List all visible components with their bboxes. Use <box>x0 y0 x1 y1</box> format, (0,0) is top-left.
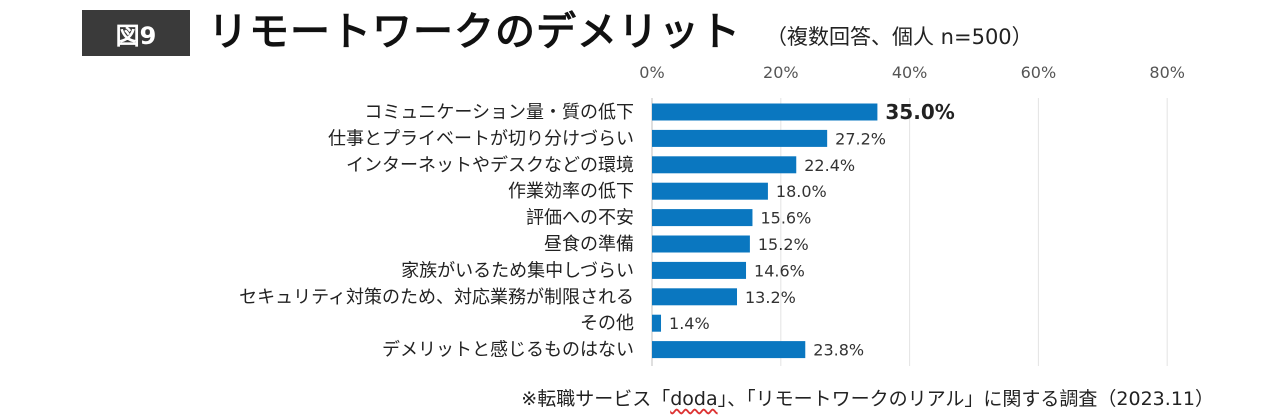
category-label: コミュニケーション量・質の低下 <box>364 102 634 123</box>
category-label: その他 <box>580 313 634 334</box>
category-label: インターネットやデスクなどの環境 <box>346 155 634 176</box>
bar <box>652 261 747 279</box>
x-tick-label: 40% <box>892 63 928 82</box>
value-label: 23.8% <box>813 341 864 360</box>
category-label: 昼食の準備 <box>544 234 634 255</box>
value-label: 1.4% <box>669 314 710 333</box>
x-tick-label: 80% <box>1149 63 1185 82</box>
chart-title: リモートワークのデメリット <box>208 9 741 55</box>
bar <box>652 314 662 332</box>
x-tick-label: 20% <box>763 63 799 82</box>
x-tick-label: 60% <box>1021 63 1057 82</box>
category-label: 仕事とプライベートが切り分けづらい <box>328 128 634 149</box>
source-note: ※転職サービス「doda」、「リモートワークのリアル」に関する調査（2023.1… <box>521 384 1214 411</box>
x-tick-label: 0% <box>639 63 664 82</box>
bar <box>652 156 797 174</box>
value-label: 13.2% <box>745 288 796 307</box>
value-label: 15.2% <box>758 235 809 254</box>
bar <box>652 209 753 227</box>
bar <box>652 288 738 306</box>
value-label: 27.2% <box>835 129 886 148</box>
bar <box>652 103 878 121</box>
bar <box>652 129 828 147</box>
category-label: 家族がいるため集中しづらい <box>401 260 634 281</box>
category-label: セキュリティ対策のため、対応業務が制限される <box>239 287 634 308</box>
value-label: 14.6% <box>754 261 805 280</box>
value-label: 22.4% <box>804 156 855 175</box>
bar <box>652 182 768 200</box>
category-label: 作業効率の低下 <box>508 181 634 202</box>
value-label: 18.0% <box>776 182 827 201</box>
chart-subtitle: （複数回答、個人 n=500） <box>766 25 1033 49</box>
bar <box>652 341 806 359</box>
value-label: 15.6% <box>760 209 811 228</box>
category-label: デメリットと感じるものはない <box>382 340 634 361</box>
category-label: 評価への不安 <box>526 208 634 229</box>
source-suffix: 」、「リモートワークのリアル」に関する調査（2023.11） <box>717 388 1214 410</box>
source-doda: doda <box>670 388 718 410</box>
bar <box>652 235 750 253</box>
value-label: 35.0% <box>885 100 954 124</box>
figure-badge: 図9 <box>82 10 190 56</box>
source-prefix: ※転職サービス「 <box>521 388 671 410</box>
